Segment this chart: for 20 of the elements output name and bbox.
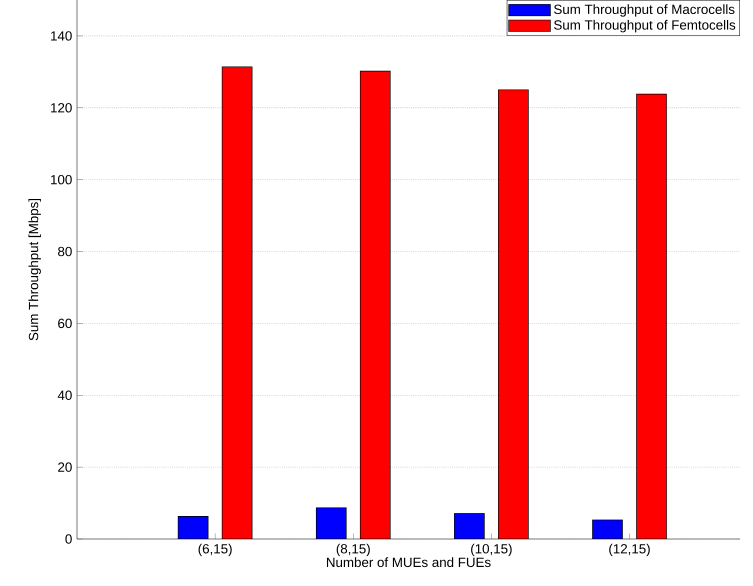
y-tick-label: 60 — [58, 318, 72, 328]
x-tick-label: (12,15) — [609, 544, 650, 556]
bar — [592, 520, 623, 539]
y-tick-label: 0 — [65, 534, 72, 544]
bar — [316, 507, 347, 539]
y-tick-label: 20 — [58, 462, 72, 472]
x-tick-label: (6,15) — [198, 544, 232, 556]
y-tick-label: 40 — [58, 390, 72, 400]
bar — [178, 516, 208, 539]
y-tick-label: 120 — [51, 103, 72, 113]
y-tick-label: 80 — [58, 246, 72, 256]
x-tick-label: (8,15) — [336, 544, 370, 556]
y-axis-title: Sum Throughput [Mbps] — [28, 198, 41, 340]
y-tick-label: 140 — [51, 31, 72, 41]
legend-label: Sum Throughput of Macrocells — [554, 4, 734, 17]
bar — [454, 513, 485, 539]
x-tick-label: (10,15) — [471, 544, 512, 556]
legend-label: Sum Throughput of Femtocells — [554, 20, 736, 32]
x-axis-title: Number of MUEs and FUEs — [326, 557, 491, 568]
y-tick-label: 100 — [51, 174, 72, 184]
